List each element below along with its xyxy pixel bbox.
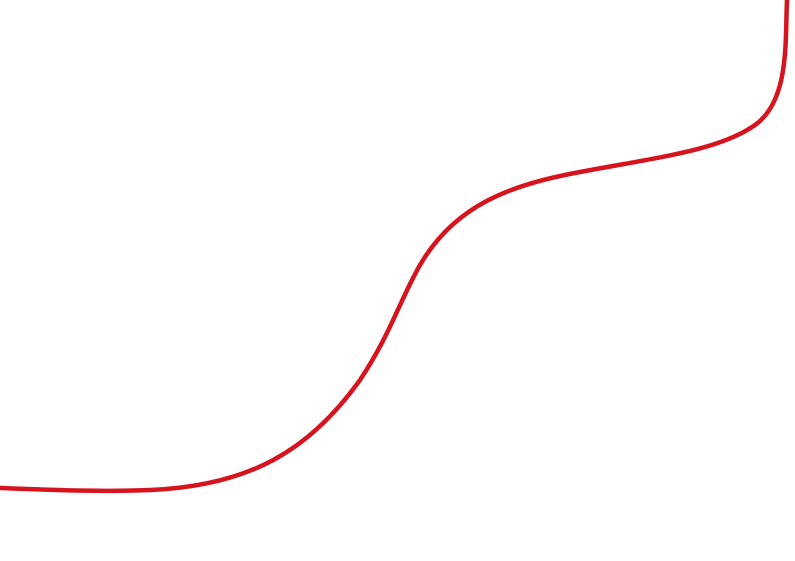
red-curve bbox=[0, 0, 790, 494]
